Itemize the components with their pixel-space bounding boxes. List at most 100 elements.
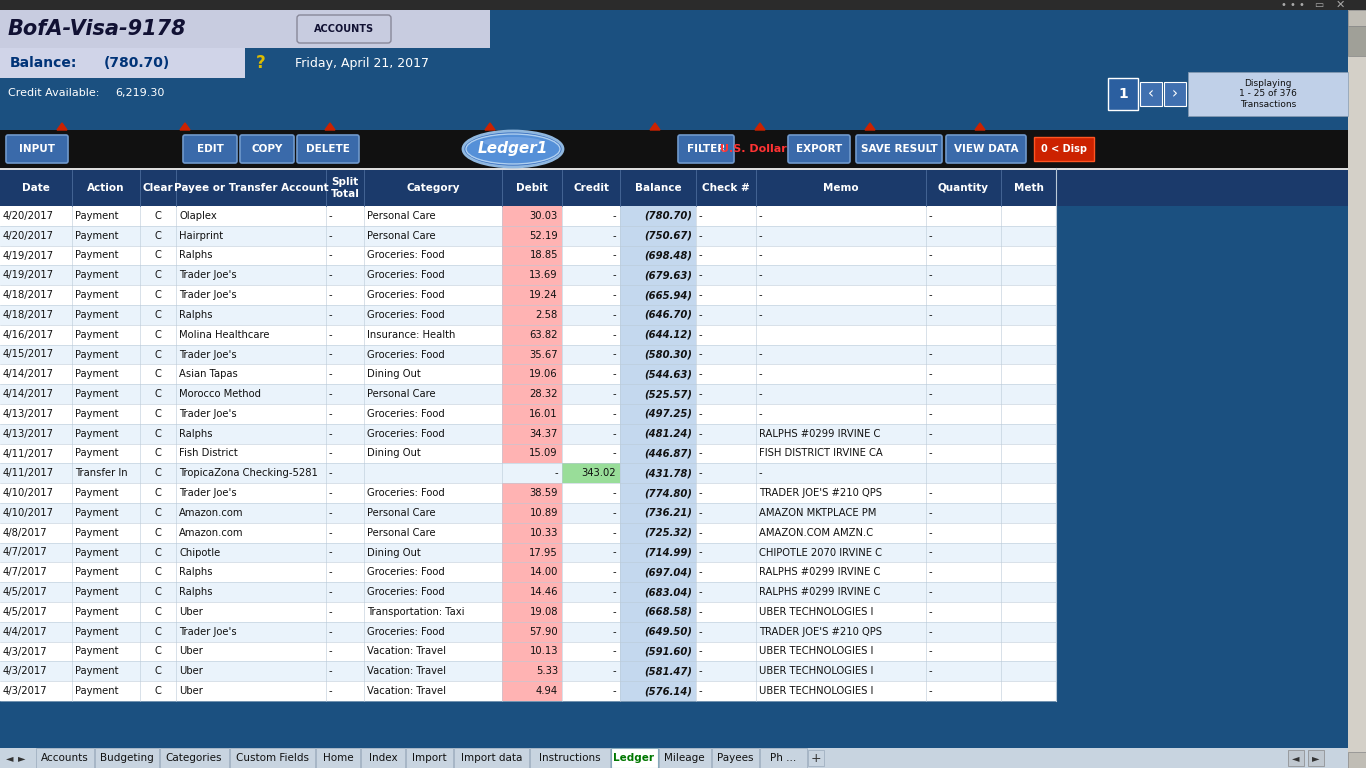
FancyBboxPatch shape [788, 135, 850, 163]
Bar [0, 10, 490, 48]
Text: Balance: Balance [635, 183, 682, 193]
Text: Personal Care: Personal Care [367, 230, 436, 240]
Text: (576.14): (576.14) [643, 686, 693, 696]
Text: -: - [699, 667, 702, 677]
Text: 4/3/2017: 4/3/2017 [3, 647, 48, 657]
Text: -: - [699, 607, 702, 617]
Bar [620, 246, 697, 266]
Text: -: - [699, 369, 702, 379]
Text: Dining Out: Dining Out [367, 548, 421, 558]
Text: Payment: Payment [75, 607, 119, 617]
Bar [0, 483, 1056, 503]
Bar [0, 543, 1056, 562]
Polygon shape [325, 123, 335, 130]
Bar [809, 750, 824, 766]
Text: Payment: Payment [75, 369, 119, 379]
Text: Hairprint: Hairprint [179, 230, 223, 240]
Text: Mileage: Mileage [664, 753, 705, 763]
Text: Amazon.com: Amazon.com [179, 508, 243, 518]
Bar [0, 170, 1348, 206]
Bar [759, 748, 807, 768]
Text: C: C [154, 389, 161, 399]
Text: Payment: Payment [75, 329, 119, 339]
Text: -: - [699, 627, 702, 637]
Text: RALPHS #0299 IRVINE C: RALPHS #0299 IRVINE C [759, 587, 880, 597]
Text: (780.70): (780.70) [104, 56, 169, 70]
Text: Ledger1: Ledger1 [478, 141, 548, 157]
Text: 4.94: 4.94 [535, 686, 557, 696]
Text: 4/15/2017: 4/15/2017 [3, 349, 55, 359]
Text: -: - [612, 627, 616, 637]
Text: (697.04): (697.04) [643, 568, 693, 578]
Polygon shape [975, 123, 985, 130]
Text: -: - [929, 508, 933, 518]
Text: Payment: Payment [75, 548, 119, 558]
Bar [620, 523, 697, 543]
Text: Uber: Uber [179, 607, 204, 617]
Text: -: - [329, 211, 333, 221]
Text: C: C [154, 607, 161, 617]
Text: (683.04): (683.04) [643, 587, 693, 597]
Bar [501, 285, 561, 305]
Bar [620, 582, 697, 602]
FancyBboxPatch shape [856, 135, 943, 163]
Text: Groceries: Food: Groceries: Food [367, 310, 445, 320]
Text: (580.30): (580.30) [643, 349, 693, 359]
Bar [1348, 10, 1366, 768]
Bar [501, 661, 561, 681]
Polygon shape [485, 123, 494, 130]
Text: -: - [699, 508, 702, 518]
Text: (497.25): (497.25) [643, 409, 693, 419]
Text: Payment: Payment [75, 686, 119, 696]
Bar [501, 641, 561, 661]
Text: C: C [154, 568, 161, 578]
Text: Payment: Payment [75, 647, 119, 657]
Text: ?: ? [255, 54, 266, 72]
Text: -: - [612, 369, 616, 379]
Text: -: - [612, 290, 616, 300]
Text: Amazon.com: Amazon.com [179, 528, 243, 538]
Text: UBER TECHNOLOGIES I: UBER TECHNOLOGIES I [759, 607, 873, 617]
Text: -: - [612, 310, 616, 320]
Text: Molina Healthcare: Molina Healthcare [179, 329, 269, 339]
Text: Insurance: Health: Insurance: Health [367, 329, 455, 339]
Text: Payee or Transfer Account: Payee or Transfer Account [173, 183, 328, 193]
Text: Friday, April 21, 2017: Friday, April 21, 2017 [295, 57, 429, 69]
Bar [0, 246, 1056, 266]
Text: ▭: ▭ [1314, 0, 1324, 10]
Text: (544.63): (544.63) [643, 369, 693, 379]
Text: C: C [154, 548, 161, 558]
Bar [658, 748, 710, 768]
Bar [501, 582, 561, 602]
Text: -: - [699, 429, 702, 439]
Text: Split
Total: Split Total [331, 177, 359, 199]
Text: -: - [929, 409, 933, 419]
Bar [0, 168, 1348, 170]
Text: 13.69: 13.69 [530, 270, 557, 280]
Text: Trader Joe's: Trader Joe's [179, 627, 236, 637]
Text: -: - [612, 607, 616, 617]
Bar [0, 78, 1348, 130]
Text: -: - [929, 587, 933, 597]
Text: Trader Joe's: Trader Joe's [179, 270, 236, 280]
Text: 19.24: 19.24 [530, 290, 557, 300]
Text: -: - [699, 310, 702, 320]
Text: -: - [759, 270, 762, 280]
Text: Payment: Payment [75, 568, 119, 578]
Text: -: - [929, 211, 933, 221]
Bar [611, 748, 657, 768]
Text: -: - [929, 250, 933, 260]
Text: -: - [759, 468, 762, 478]
Text: -: - [929, 627, 933, 637]
Text: (525.57): (525.57) [643, 389, 693, 399]
Text: -: - [612, 548, 616, 558]
Text: -: - [612, 647, 616, 657]
Text: FILTER: FILTER [687, 144, 725, 154]
Bar [0, 463, 1056, 483]
Text: 10.33: 10.33 [530, 528, 557, 538]
Bar [501, 483, 561, 503]
Text: Transportation: Taxi: Transportation: Taxi [367, 607, 464, 617]
Bar [620, 503, 697, 523]
Text: Memo: Memo [824, 183, 859, 193]
Bar [530, 748, 609, 768]
